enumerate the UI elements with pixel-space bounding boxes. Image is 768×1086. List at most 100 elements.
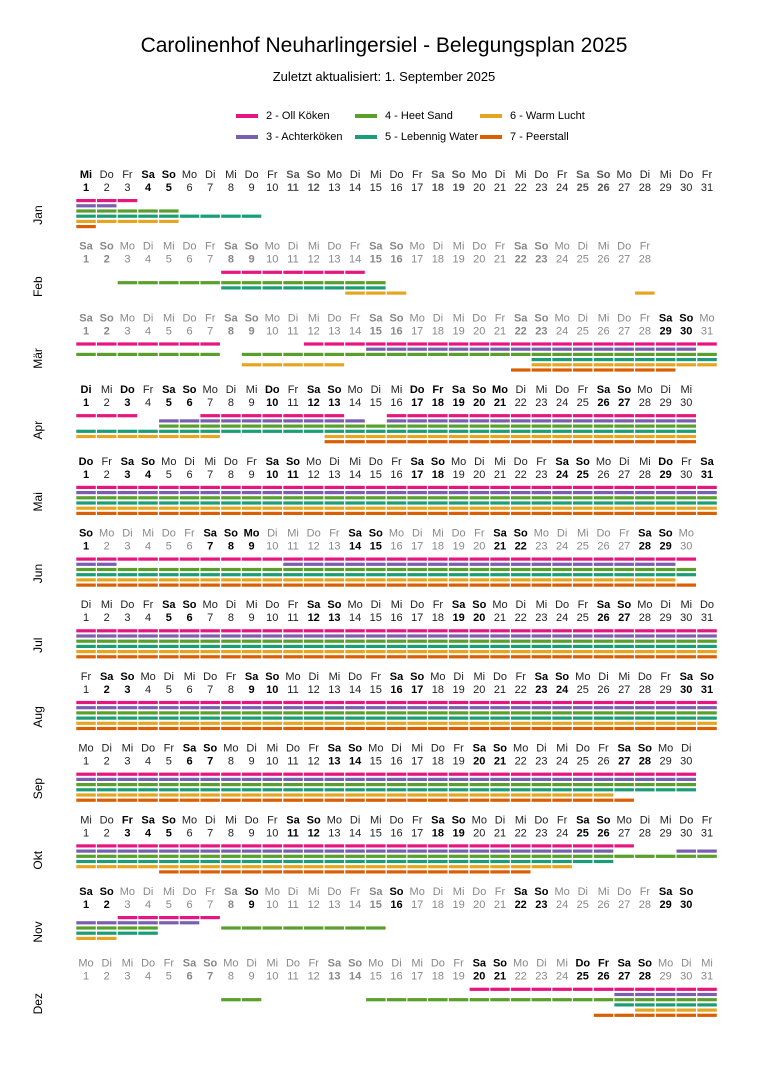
weekday-label: Fr <box>495 312 506 324</box>
booking-bar <box>386 777 407 781</box>
booking-bar <box>200 424 220 428</box>
weekday-label: Fr <box>412 169 423 181</box>
booking-bar <box>345 429 365 433</box>
weekday-label: Fr <box>640 886 651 898</box>
booking-bar <box>655 358 676 362</box>
booking-bar <box>635 788 655 792</box>
day-number: 2 <box>104 684 110 696</box>
booking-bar <box>138 798 158 802</box>
booking-bar <box>97 639 117 643</box>
weekday-label: Do <box>100 814 114 826</box>
booking-bar <box>117 491 138 495</box>
booking-bar <box>117 921 138 925</box>
booking-bar <box>241 352 262 356</box>
booking-bar <box>593 567 614 572</box>
booking-bar <box>241 639 262 643</box>
booking-bar <box>221 214 241 218</box>
booking-bar <box>97 199 117 203</box>
booking-bar <box>200 772 220 776</box>
booking-bar <box>76 583 96 587</box>
weekday-label: Sa <box>452 384 466 396</box>
day-number: 27 <box>618 612 630 624</box>
booking-bar <box>283 419 303 423</box>
booking-bar <box>469 485 490 489</box>
booking-bar <box>200 578 220 582</box>
booking-bar <box>138 352 158 356</box>
booking-bar <box>241 511 262 515</box>
booking-bar <box>655 772 676 776</box>
booking-bar <box>159 501 179 505</box>
booking-bar <box>511 485 531 489</box>
booking-bar <box>490 998 510 1002</box>
day-number: 6 <box>186 899 192 911</box>
booking-bar <box>221 844 241 848</box>
booking-bar <box>241 485 262 489</box>
day-number: 29 <box>659 397 671 409</box>
booking-bar <box>324 655 345 659</box>
booking-bar <box>448 419 469 423</box>
booking-bar <box>283 352 303 356</box>
weekday-label: So <box>514 528 528 540</box>
booking-bar <box>655 485 676 489</box>
booking-bar <box>345 854 365 858</box>
booking-bar <box>511 501 531 505</box>
booking-bar <box>345 783 365 787</box>
weekday-label: Fr <box>309 958 320 970</box>
booking-bar <box>241 644 262 648</box>
booking-bar <box>448 414 469 418</box>
booking-bar <box>655 567 676 572</box>
booking-bar <box>200 506 220 510</box>
booking-bar <box>76 219 96 223</box>
day-number: 28 <box>639 541 651 553</box>
weekday-label: Mi <box>204 456 216 468</box>
booking-bar <box>407 721 427 725</box>
booking-bar <box>490 650 510 654</box>
day-number: 4 <box>145 684 151 696</box>
booking-bar <box>614 650 634 654</box>
booking-bar <box>241 573 262 577</box>
day-number: 15 <box>370 756 382 768</box>
weekday-label: Do <box>534 169 548 181</box>
booking-bar <box>635 562 655 566</box>
booking-bar <box>428 849 448 853</box>
booking-bar <box>138 485 158 489</box>
booking-bar <box>469 573 490 577</box>
booking-bar <box>138 931 158 935</box>
weekday-label: Di <box>102 743 112 755</box>
weekday-label: Sa <box>162 599 176 611</box>
booking-bar <box>593 644 614 648</box>
weekday-label: Mi <box>308 241 320 253</box>
booking-bar <box>241 854 262 858</box>
day-number: 1 <box>83 397 89 409</box>
day-number: 2 <box>104 541 110 553</box>
booking-bar <box>531 496 552 500</box>
booking-bar <box>138 859 158 864</box>
booking-bar <box>635 501 655 505</box>
booking-bar <box>241 491 262 495</box>
booking-bar <box>386 783 407 787</box>
day-number: 24 <box>556 971 568 983</box>
booking-bar <box>573 711 593 715</box>
booking-bar <box>428 788 448 792</box>
booking-bar <box>179 711 200 715</box>
day-number: 4 <box>145 756 151 768</box>
booking-bar <box>179 557 200 561</box>
booking-bar <box>573 726 593 731</box>
weekday-label: Di <box>598 671 608 683</box>
day-number: 16 <box>390 684 402 696</box>
booking-bar <box>697 987 717 991</box>
booking-bar <box>366 716 386 720</box>
booking-bar <box>407 506 427 510</box>
day-number: 20 <box>473 756 485 768</box>
booking-bar <box>614 655 634 659</box>
booking-bar <box>614 721 634 725</box>
day-number: 17 <box>411 469 423 481</box>
booking-bar <box>386 772 407 776</box>
booking-bar <box>345 291 365 295</box>
booking-bar <box>635 424 655 428</box>
booking-bar <box>366 352 386 356</box>
day-number: 20 <box>473 397 485 409</box>
day-number: 4 <box>145 827 152 839</box>
booking-bar <box>159 578 179 582</box>
weekday-label: Sa <box>597 599 611 611</box>
